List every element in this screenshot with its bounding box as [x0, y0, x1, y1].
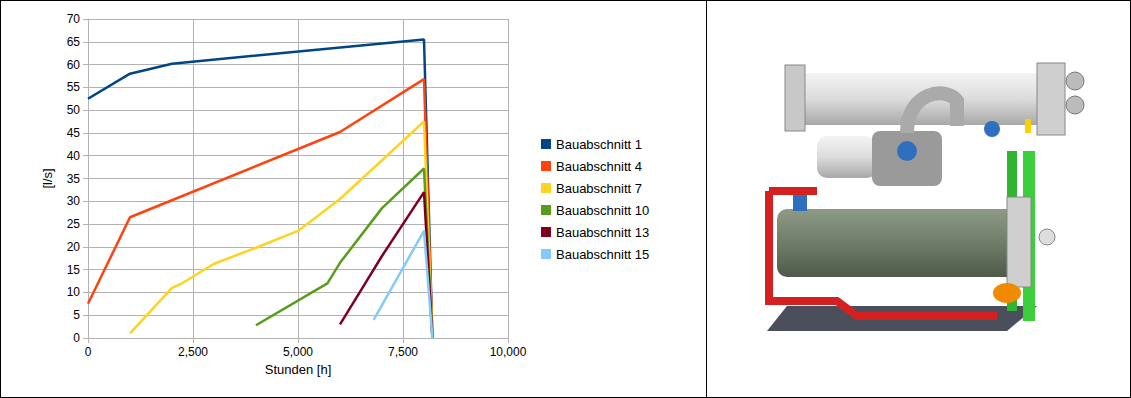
- svg-text:10: 10: [67, 285, 81, 299]
- svg-text:Bauabschnitt 7: Bauabschnitt 7: [556, 181, 642, 196]
- svg-text:35: 35: [67, 172, 81, 186]
- svg-text:55: 55: [67, 80, 81, 94]
- svg-text:Bauabschnitt 4: Bauabschnitt 4: [556, 159, 642, 174]
- svg-text:5: 5: [73, 308, 80, 322]
- svg-text:7,500: 7,500: [388, 345, 418, 359]
- svg-text:[l/s]: [l/s]: [40, 168, 55, 188]
- svg-text:45: 45: [67, 126, 81, 140]
- svg-text:Stunden [h]: Stunden [h]: [265, 362, 332, 377]
- svg-text:40: 40: [67, 149, 81, 163]
- svg-text:65: 65: [67, 35, 81, 49]
- svg-text:30: 30: [67, 194, 81, 208]
- svg-text:Bauabschnitt 1: Bauabschnitt 1: [556, 137, 642, 152]
- svg-text:70: 70: [67, 12, 81, 26]
- svg-text:20: 20: [67, 240, 81, 254]
- svg-text:5,000: 5,000: [283, 345, 313, 359]
- svg-text:0: 0: [85, 345, 92, 359]
- svg-text:0: 0: [73, 331, 80, 345]
- svg-text:Bauabschnitt 10: Bauabschnitt 10: [556, 203, 649, 218]
- svg-text:Bauabschnitt 13: Bauabschnitt 13: [556, 225, 649, 240]
- svg-text:Bauabschnitt 15: Bauabschnitt 15: [556, 247, 649, 262]
- svg-text:2,500: 2,500: [178, 345, 208, 359]
- svg-text:50: 50: [67, 103, 81, 117]
- svg-text:10,000: 10,000: [490, 345, 527, 359]
- svg-text:15: 15: [67, 263, 81, 277]
- svg-text:25: 25: [67, 217, 81, 231]
- svg-text:60: 60: [67, 58, 81, 72]
